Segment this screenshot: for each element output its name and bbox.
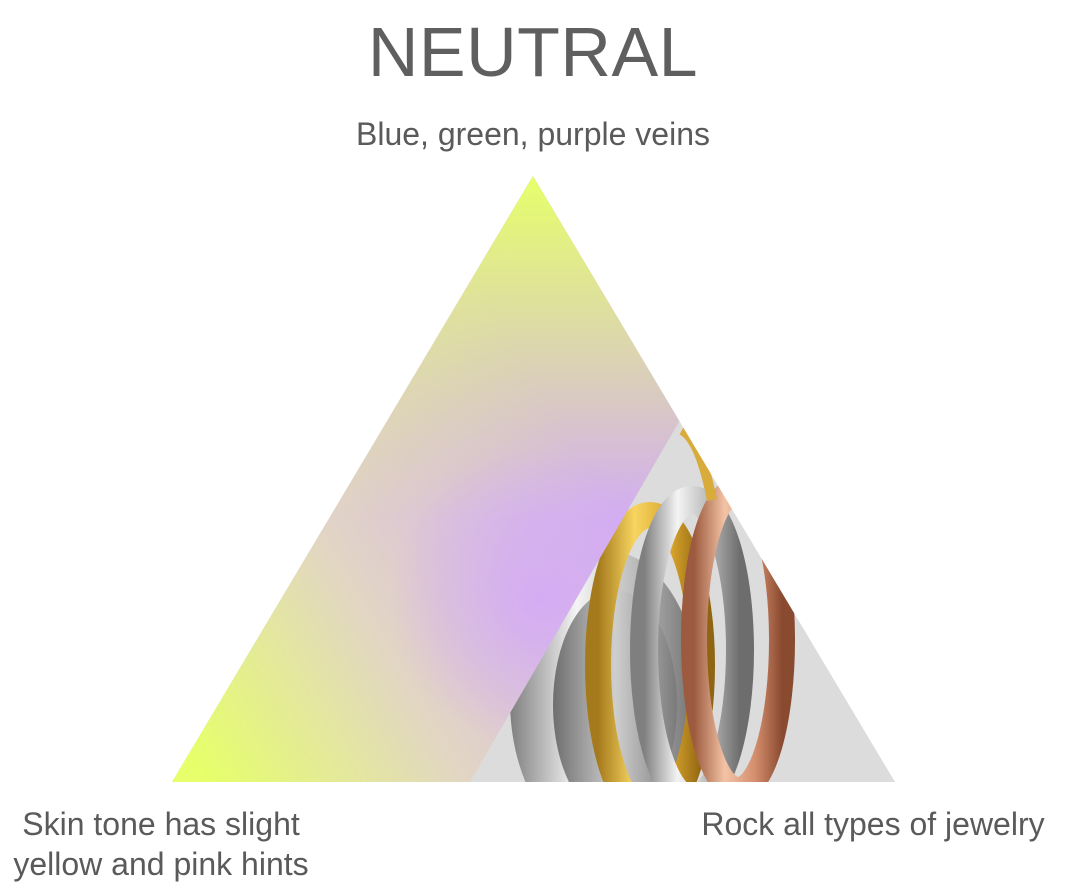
triangle-shape [172,176,895,782]
silver-ring [630,486,754,782]
rings-photo [510,425,795,782]
top-vertex-label: Blue, green, purple veins [356,116,710,152]
bottom-left-vertex-label: Skin tone has slight yellow and pink hin… [0,804,322,884]
bottom-right-vertex-label: Rock all types of jewelry [701,806,1045,842]
page-title: NEUTRAL [367,13,699,91]
bottom-left-label-line2: yellow and pink hints [13,846,309,882]
bottom-left-label-line1: Skin tone has slight [22,806,300,842]
